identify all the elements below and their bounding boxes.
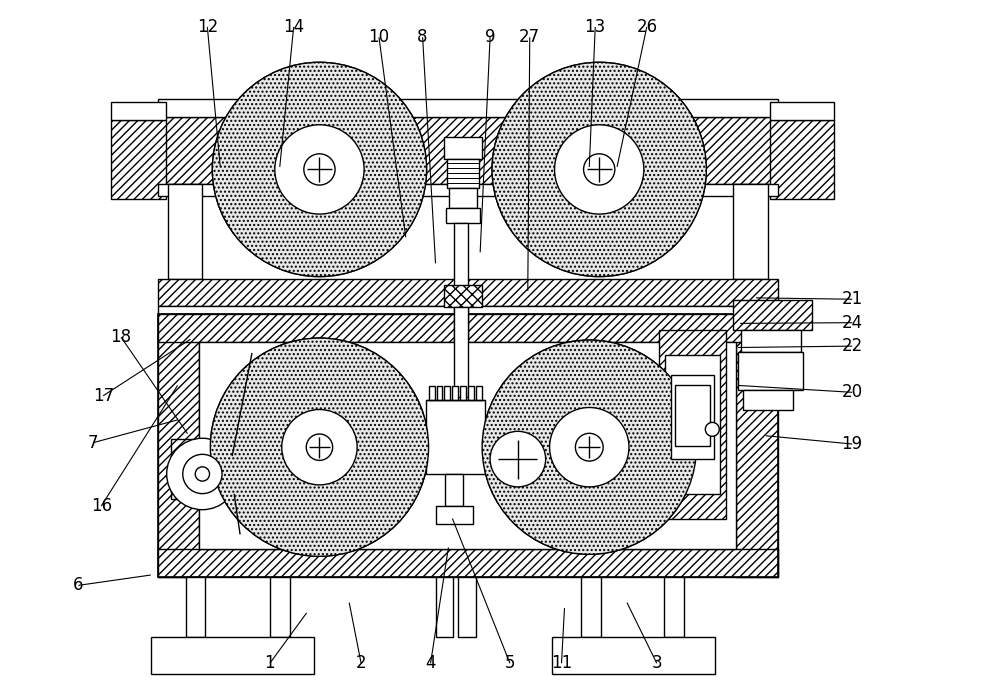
Circle shape <box>195 467 210 481</box>
Bar <box>458 577 476 637</box>
Bar <box>186 577 205 637</box>
Text: 18: 18 <box>110 328 132 346</box>
Circle shape <box>492 63 706 277</box>
Bar <box>733 184 768 279</box>
Text: 11: 11 <box>551 654 572 672</box>
Text: 4: 4 <box>425 654 436 672</box>
Circle shape <box>210 338 429 556</box>
Text: 2: 2 <box>356 654 366 672</box>
Text: 14: 14 <box>283 18 304 36</box>
Text: 5: 5 <box>505 654 515 672</box>
Circle shape <box>210 338 429 556</box>
Text: 17: 17 <box>93 386 114 404</box>
Text: 6: 6 <box>73 576 84 594</box>
Circle shape <box>275 125 364 214</box>
Bar <box>671 375 714 459</box>
Text: 3: 3 <box>651 654 662 672</box>
Text: 7: 7 <box>88 434 99 452</box>
Bar <box>158 184 778 196</box>
Circle shape <box>282 409 357 485</box>
Bar <box>426 400 485 474</box>
Bar <box>447 158 479 188</box>
Bar <box>158 279 778 306</box>
Bar <box>665 355 720 494</box>
Bar <box>158 117 778 184</box>
Bar <box>429 386 435 400</box>
Bar <box>158 314 778 577</box>
Bar <box>436 577 453 637</box>
Circle shape <box>482 340 696 555</box>
Circle shape <box>555 125 644 214</box>
Bar <box>151 637 314 674</box>
Text: 1: 1 <box>265 654 275 672</box>
Bar <box>270 577 290 637</box>
Text: 12: 12 <box>197 18 218 36</box>
Bar <box>460 386 466 400</box>
Bar <box>675 385 710 446</box>
Bar <box>581 577 601 637</box>
Text: 16: 16 <box>91 497 112 515</box>
Text: 9: 9 <box>485 28 495 47</box>
Circle shape <box>482 340 696 555</box>
Bar <box>454 223 468 342</box>
Circle shape <box>212 63 427 277</box>
Bar <box>449 188 477 208</box>
Bar <box>736 314 778 577</box>
Text: 19: 19 <box>842 435 863 453</box>
Bar <box>158 314 199 577</box>
Circle shape <box>167 439 238 509</box>
Bar <box>454 307 468 397</box>
Text: 13: 13 <box>585 18 606 36</box>
Bar <box>199 342 736 549</box>
Bar <box>552 637 715 674</box>
Text: 27: 27 <box>519 28 540 47</box>
Text: 24: 24 <box>842 313 863 332</box>
Bar <box>741 330 801 352</box>
Bar <box>659 330 726 518</box>
Bar <box>437 386 442 400</box>
Circle shape <box>584 154 615 185</box>
Bar <box>158 549 778 577</box>
Bar <box>733 300 812 330</box>
Bar <box>444 137 482 158</box>
Circle shape <box>304 154 335 185</box>
Bar <box>468 386 474 400</box>
Bar <box>445 474 463 506</box>
Text: 8: 8 <box>417 28 428 47</box>
Circle shape <box>183 455 222 493</box>
Text: 10: 10 <box>368 28 390 47</box>
Bar <box>111 102 166 120</box>
Bar <box>444 386 450 400</box>
Bar <box>743 390 793 409</box>
Circle shape <box>306 434 333 460</box>
Circle shape <box>492 63 706 277</box>
Circle shape <box>575 433 603 461</box>
Circle shape <box>550 407 629 487</box>
Bar <box>158 306 778 314</box>
Text: 22: 22 <box>842 337 863 355</box>
Bar <box>770 102 834 120</box>
Bar <box>444 286 482 307</box>
Bar <box>770 120 834 199</box>
Circle shape <box>490 432 546 487</box>
Bar <box>158 99 778 117</box>
Bar <box>476 386 482 400</box>
Bar <box>738 352 803 390</box>
Bar <box>158 314 778 342</box>
Text: 21: 21 <box>842 291 863 309</box>
Bar <box>664 577 684 637</box>
Text: 20: 20 <box>842 384 863 401</box>
Text: 26: 26 <box>636 18 657 36</box>
Bar <box>111 120 166 199</box>
Bar <box>452 386 458 400</box>
Bar <box>171 439 230 499</box>
Circle shape <box>705 423 719 436</box>
Circle shape <box>212 63 427 277</box>
Bar <box>436 506 473 523</box>
Bar <box>490 442 525 472</box>
Bar <box>168 184 202 279</box>
Bar <box>446 208 480 223</box>
